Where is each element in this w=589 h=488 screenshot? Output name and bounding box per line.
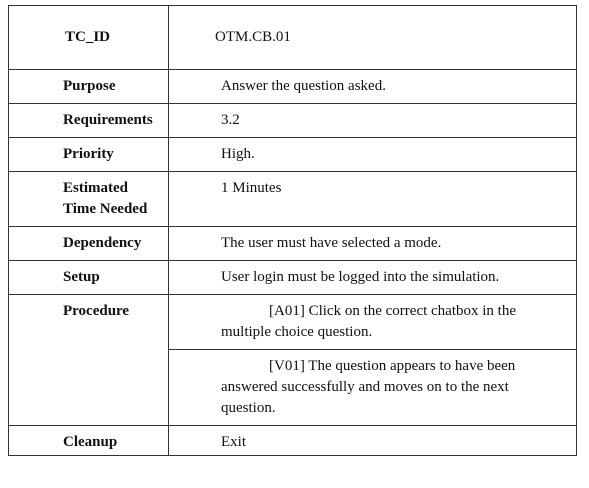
procedure-step-1: [A01] Click on the correct chatbox in th… [168,294,577,350]
table-row-estimated-time: Estimated Time Needed 1 Minutes [8,171,577,227]
procedure-step-2-text: [V01] The question appears to have been … [221,358,516,416]
estimated-time-value: 1 Minutes [168,171,577,227]
table-row-setup: Setup User login must be logged into the… [8,260,577,295]
requirements-label: Requirements [8,103,169,138]
table-row-priority: Priority High. [8,137,577,172]
table-row-cleanup: Cleanup Exit [8,425,577,456]
purpose-value: Answer the question asked. [168,69,577,104]
tc-id-value: OTM.CB.01 [168,5,577,70]
table-row-procedure: Procedure [A01] Click on the correct cha… [8,294,577,426]
estimated-time-label-line1: Estimated [63,180,128,196]
purpose-label: Purpose [8,69,169,104]
priority-label: Priority [8,137,169,172]
estimated-time-label: Estimated Time Needed [8,171,169,227]
table-row-purpose: Purpose Answer the question asked. [8,69,577,104]
procedure-label: Procedure [8,294,169,426]
procedure-step-2: [V01] The question appears to have been … [168,349,577,426]
table-row-procedure-verify: [V01] The question appears to have been … [9,349,577,426]
table-row-dependency: Dependency The user must have selected a… [8,226,577,261]
test-case-table: TC_ID OTM.CB.01 Purpose Answer the quest… [8,5,577,456]
setup-value: User login must be logged into the simul… [168,260,577,295]
tc-id-label: TC_ID [8,5,169,70]
table-row-tc-id: TC_ID OTM.CB.01 [8,5,577,70]
table-row-requirements: Requirements 3.2 [8,103,577,138]
dependency-label: Dependency [8,226,169,261]
setup-label: Setup [8,260,169,295]
requirements-value: 3.2 [168,103,577,138]
cleanup-label: Cleanup [8,425,169,456]
procedure-step-1-text: [A01] Click on the correct chatbox in th… [221,303,517,340]
cleanup-value: Exit [168,425,577,456]
dependency-value: The user must have selected a mode. [168,226,577,261]
priority-value: High. [168,137,577,172]
estimated-time-label-line2: Time Needed [63,201,148,217]
